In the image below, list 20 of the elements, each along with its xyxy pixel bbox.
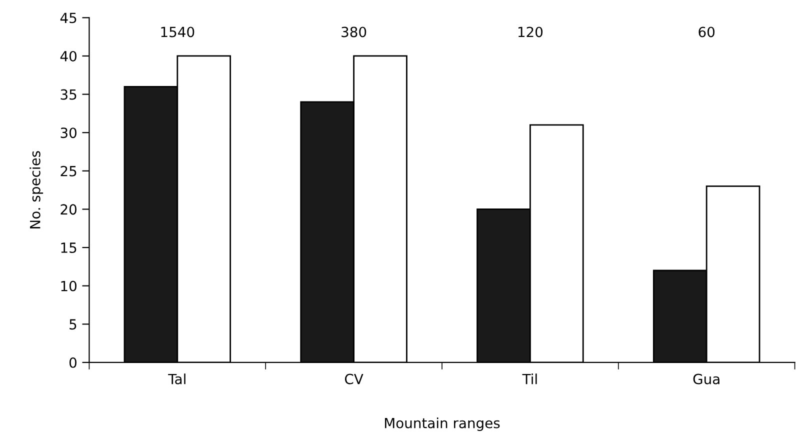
- x-tick-label: CV: [344, 374, 364, 384]
- x-tick-label: Tal: [168, 374, 186, 384]
- y-tick-label: 20: [60, 204, 76, 215]
- y-tick-label: 25: [60, 166, 76, 176]
- annotation: 120: [518, 26, 543, 38]
- annotation: 380: [342, 26, 366, 38]
- y-tick-label: 40: [60, 50, 76, 62]
- y-tick-label: 15: [61, 242, 76, 253]
- y-tick-label: 5: [70, 319, 76, 330]
- y-tick-label: 45: [60, 12, 76, 24]
- annotation: 1540: [161, 26, 194, 38]
- y-tick-label: 35: [60, 89, 76, 100]
- y-axis-title: No. species: [30, 151, 44, 228]
- annotation: 60: [698, 26, 714, 38]
- y-tick-label: 30: [60, 128, 76, 138]
- x-axis-title: Mountain ranges: [384, 418, 500, 431]
- y-tick-label: 10: [61, 280, 76, 292]
- x-tick-label: Til: [522, 374, 537, 384]
- y-tick-label: 0: [69, 357, 76, 368]
- x-tick-label: Gua: [693, 374, 720, 384]
